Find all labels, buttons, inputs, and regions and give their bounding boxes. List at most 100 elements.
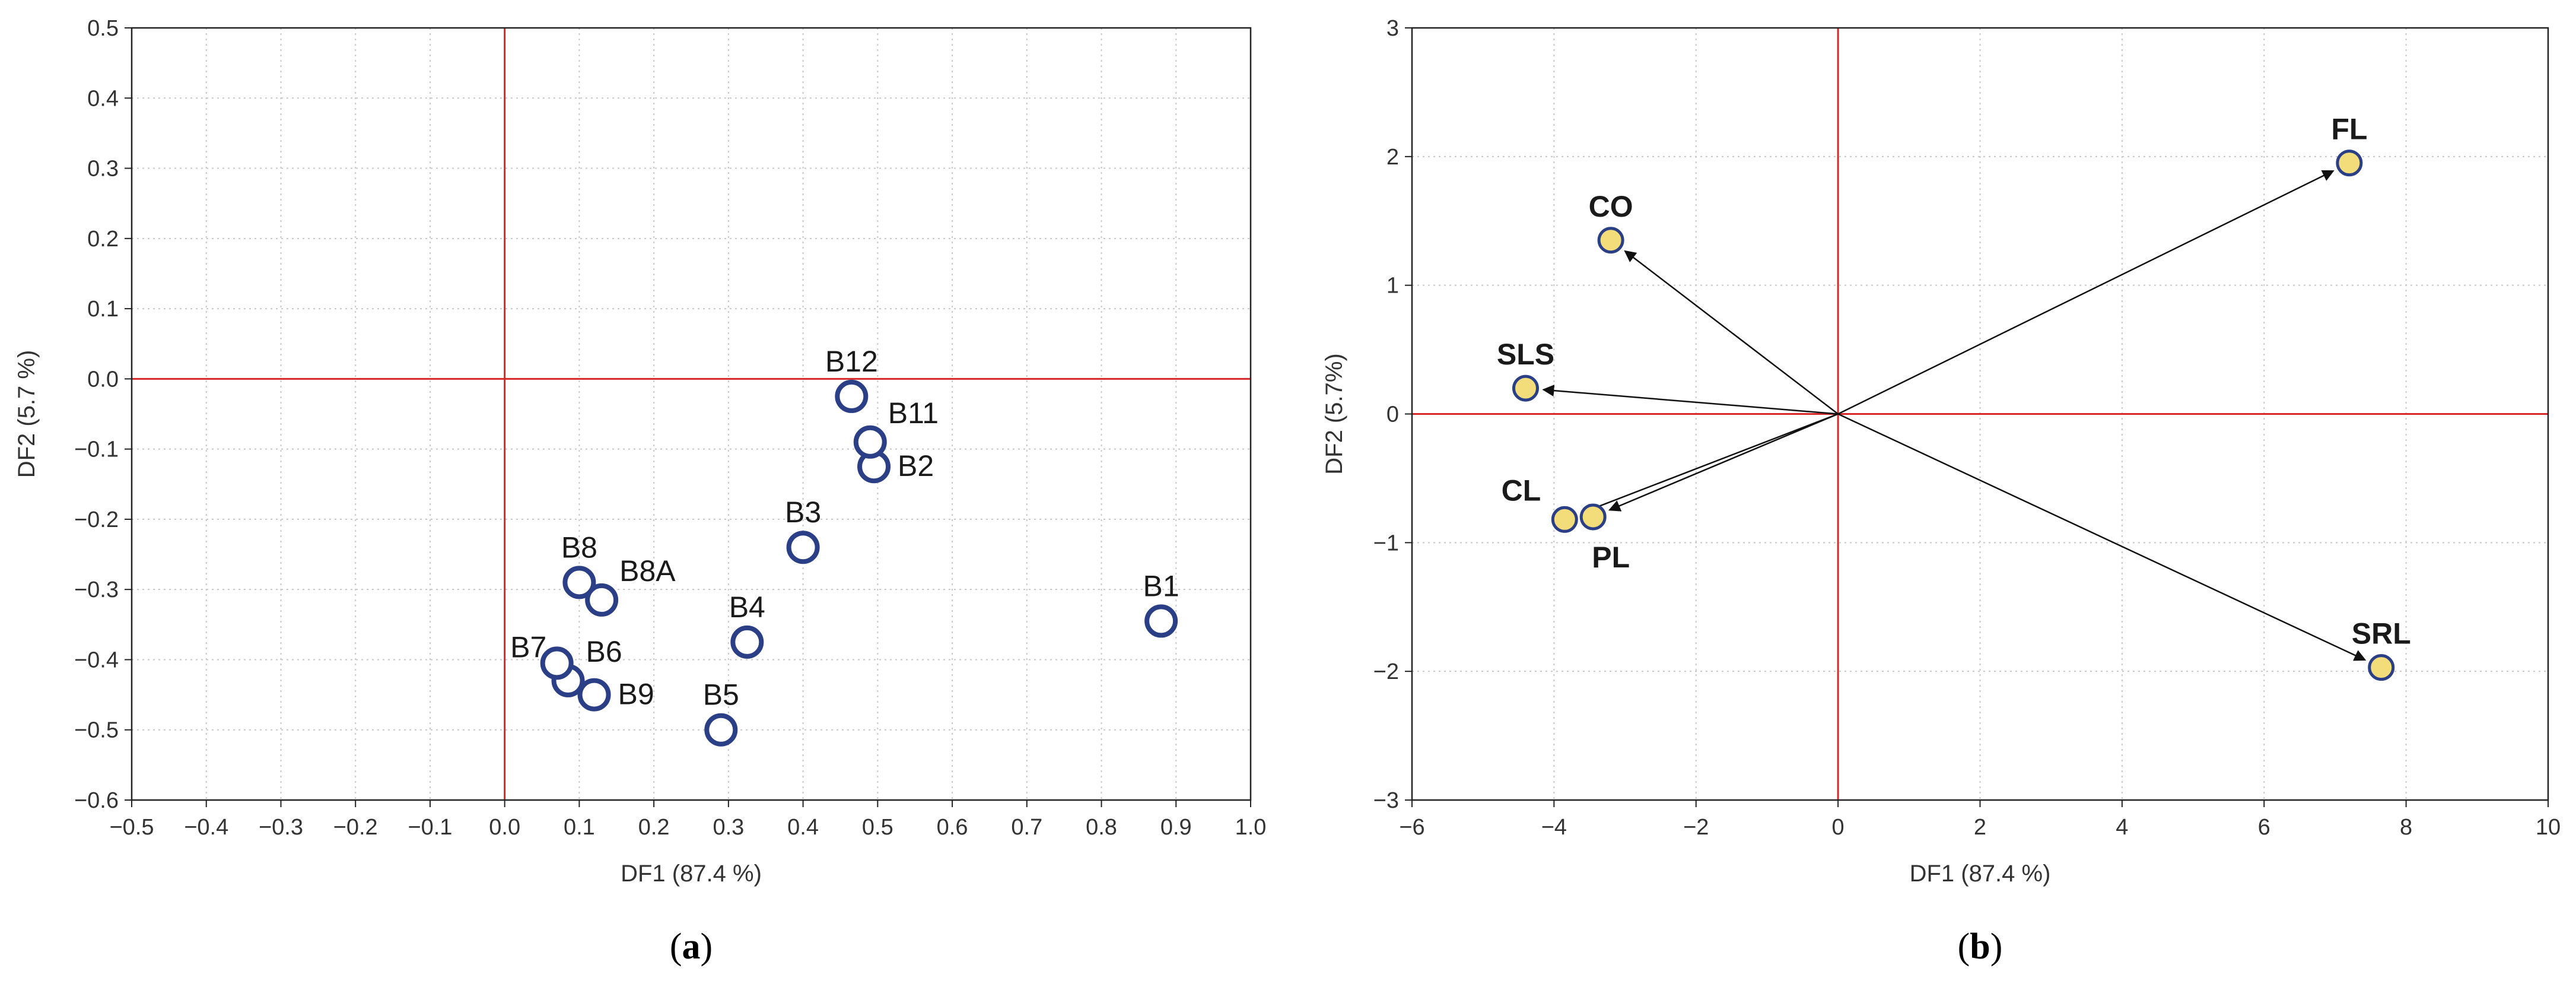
chart-a-zero-lines	[132, 28, 1251, 800]
point-label-b9: B9	[618, 678, 654, 711]
point-label-b6: B6	[586, 635, 622, 668]
chart-a-y-tick-label: 0.2	[87, 227, 119, 252]
point-label-pl: PL	[1592, 541, 1630, 574]
chart-b-x-axis-title: DF1 (87.4 %)	[1910, 861, 2051, 887]
chart-a-y-tick-label: 0.0	[87, 367, 119, 392]
point-co	[1597, 227, 1624, 254]
chart-a-x-axis-title: DF1 (87.4 %)	[621, 861, 762, 887]
point-b7	[540, 646, 574, 680]
chart-b-y-ticks: 3 2 1 0 −1 −2 −3	[1373, 16, 1412, 813]
panel-a-label-letter: a	[682, 926, 701, 967]
point-fl	[2336, 150, 2363, 177]
panel-b-label-close: )	[1990, 926, 2003, 967]
chart-b-y-tick-label: −2	[1373, 659, 1399, 684]
point-label-b4: B4	[729, 591, 765, 624]
chart-a-x-tick-label: 0.2	[638, 815, 670, 840]
point-label-b7: B7	[510, 630, 546, 664]
chart-b-y-tick-label: 3	[1386, 16, 1399, 41]
point-label-b11: B11	[888, 396, 939, 430]
chart-a-y-tick-label: 0.4	[87, 86, 119, 111]
chart-a-y-ticks: 0.5 0.4 0.3 0.2 0.1 0.0 −0.1 −0.2 −0.3 −0.4 −0.5 −0…	[74, 16, 132, 813]
chart-b-y-axis-title: DF2 (5.7%)	[1321, 353, 1347, 475]
chart-b-x-tick-label: −6	[1399, 815, 1424, 840]
chart-a-x-tick-label: −0.3	[259, 815, 303, 840]
point-label-b12: B12	[825, 345, 878, 378]
point-label-b3: B3	[785, 496, 821, 529]
chart-a-y-tick-label: −0.5	[74, 718, 119, 743]
point-pl	[1579, 503, 1607, 531]
point-label-srl: SRL	[2352, 617, 2411, 650]
chart-a-x-tick-label: 1.0	[1235, 815, 1267, 840]
point-b8	[562, 566, 596, 599]
chart-b-x-tick-label: 2	[1974, 815, 1986, 840]
chart-b-x-tick-label: 6	[2258, 815, 2270, 840]
chart-a-x-tick-label: 0.3	[713, 815, 744, 840]
chart-b-x-tick-label: 4	[2116, 815, 2128, 840]
chart-a-y-tick-label: −0.1	[74, 437, 119, 462]
point-cl	[1551, 506, 1578, 533]
point-b8a	[585, 583, 619, 617]
chart-a-y-tick-label: −0.3	[74, 577, 119, 602]
point-label-b5: B5	[703, 678, 739, 712]
point-label-cl: CL	[1502, 474, 1541, 507]
vector-arrow-cl	[1580, 413, 1839, 515]
panel-a-label: (a)	[670, 926, 713, 967]
chart-a-x-tick-label: −0.2	[333, 815, 378, 840]
chart-a-y-tick-label: −0.4	[74, 648, 119, 672]
chart-b-y-tick-label: 0	[1386, 402, 1399, 427]
chart-a-x-tick-label: 0.7	[1011, 815, 1042, 840]
chart-a-y-tick-label: 0.1	[87, 297, 119, 322]
chart-a-x-ticks: −0.5 −0.4 −0.3 −0.2 −0.1 0.0 0.1 0.2 0.3 0.4 0.5 0.…	[109, 800, 1266, 840]
chart-a-y-axis-title: DF2 (5.7 %)	[14, 350, 40, 478]
point-srl	[2368, 654, 2395, 681]
vector-arrow-sls	[1542, 385, 1839, 415]
chart-a-x-tick-label: 0.6	[937, 815, 968, 840]
chart-a-grid	[131, 27, 1251, 801]
point-label-fl: FL	[2331, 113, 2367, 146]
chart-a-x-tick-label: −0.5	[109, 815, 154, 840]
chart-a-x-tick-label: 0.4	[787, 815, 819, 840]
chart-b-x-tick-label: −2	[1683, 815, 1709, 840]
chart-b-points: FL CO SLS CL PL SRL	[1497, 113, 2411, 681]
point-label-sls: SLS	[1497, 338, 1554, 371]
chart-panel-a: −0.5 −0.4 −0.3 −0.2 −0.1 0.0 0.1 0.2 0.3 0.4 0.5 0.…	[14, 16, 1266, 967]
chart-a-y-tick-label: −0.6	[74, 788, 119, 813]
chart-a-plot-frame	[131, 27, 1252, 801]
chart-b-x-tick-label: −4	[1541, 815, 1567, 840]
panel-b-label-letter: b	[1970, 926, 1990, 967]
chart-b-x-tick-label: 10	[2536, 815, 2561, 840]
chart-a-x-tick-label: −0.1	[408, 815, 452, 840]
chart-b-x-tick-label: 8	[2400, 815, 2412, 840]
chart-a-x-tick-label: 0.8	[1086, 815, 1117, 840]
vector-arrow-fl	[1837, 170, 2335, 415]
panel-a-label-close: )	[701, 926, 713, 967]
point-b11	[853, 425, 887, 459]
point-label-b8a: B8A	[619, 554, 676, 588]
point-sls	[1512, 375, 1539, 402]
point-label-b2: B2	[898, 449, 934, 483]
point-label-co: CO	[1589, 190, 1633, 223]
point-b3	[786, 531, 820, 564]
chart-a-y-tick-label: 0.3	[87, 157, 119, 182]
chart-a-points: B1 B2 B3 B4 B5 B6 B7 B8 B8A B9 B11 B12	[510, 345, 1179, 747]
vector-arrow-srl	[1837, 413, 2367, 661]
chart-a-x-tick-label: 0.5	[862, 815, 893, 840]
chart-a-y-tick-label: −0.2	[74, 507, 119, 532]
chart-a-y-tick-label: 0.5	[87, 16, 119, 41]
chart-b-y-tick-label: 1	[1386, 274, 1399, 299]
point-b4	[730, 625, 764, 659]
point-label-b8: B8	[561, 531, 597, 564]
point-b12	[835, 379, 869, 413]
point-b1	[1144, 604, 1178, 638]
chart-b-x-tick-label: 0	[1832, 815, 1844, 840]
chart-b-vectors	[1542, 170, 2367, 661]
point-b5	[704, 713, 738, 747]
chart-b-zero-lines	[1412, 28, 2548, 800]
chart-b-y-tick-label: 2	[1386, 145, 1399, 170]
point-label-b1: B1	[1143, 569, 1179, 602]
vector-arrow-co	[1624, 250, 1839, 415]
panel-b-label-open: (	[1958, 926, 1970, 967]
chart-b-x-ticks: −6 −4 −2 0 2 4 6 8 10	[1399, 800, 2561, 840]
